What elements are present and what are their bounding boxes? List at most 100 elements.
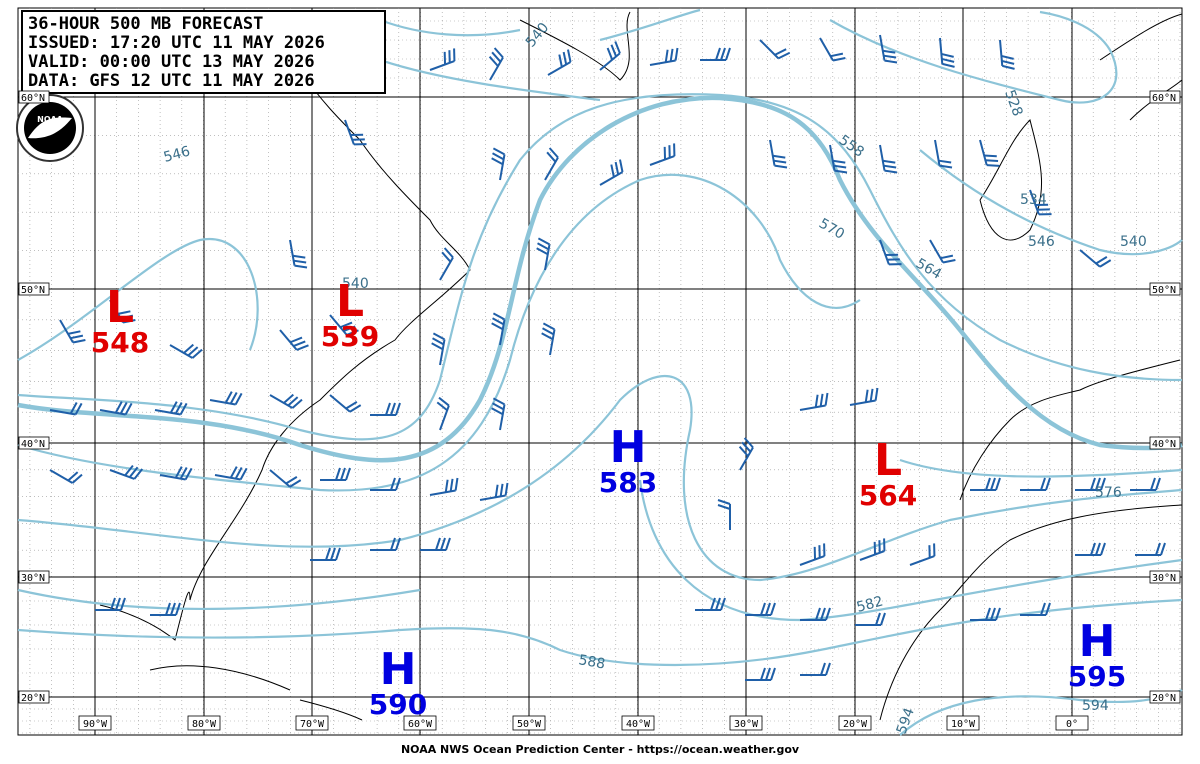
barb-flag [820, 662, 826, 676]
wind-barb [829, 144, 848, 174]
lon-label: 0° [1066, 719, 1078, 730]
barb-flag [536, 247, 549, 256]
barb-flag [71, 473, 83, 484]
barb-flag [443, 247, 454, 259]
center-type: H [1079, 616, 1116, 667]
contour-label: 546 [1028, 234, 1055, 250]
barb-flag [492, 147, 505, 156]
barb-flag [820, 607, 826, 621]
barb-flag [492, 152, 505, 161]
barb-flag [70, 334, 84, 340]
barb-flag [887, 258, 900, 261]
barb-flag [390, 537, 396, 551]
barb-flag [1090, 477, 1096, 491]
barb-flag [824, 392, 829, 406]
barb-flag [562, 51, 568, 65]
lon-label-box [512, 715, 546, 731]
barb-flag [184, 467, 193, 480]
lat-label: 60°N [1152, 93, 1176, 104]
wind-barb [1020, 602, 1051, 616]
barb-flag [773, 159, 787, 164]
barb-flag [67, 471, 79, 482]
barb-flag [743, 437, 754, 449]
barb-flag [546, 151, 557, 163]
wind-barb [1075, 477, 1106, 491]
barb-flag [1001, 59, 1015, 65]
barb-flag [335, 547, 341, 561]
wind-barb [800, 662, 831, 676]
barb-flag [813, 546, 817, 560]
barb-flag [69, 402, 78, 415]
wind-barb [269, 469, 302, 488]
contour-label: 540 [342, 276, 369, 292]
barb-flag [343, 325, 356, 333]
barb-flag [942, 259, 956, 264]
barb-flag [67, 330, 81, 335]
barb-flag [885, 253, 899, 257]
barb-flag [74, 402, 83, 415]
barb-flag [283, 393, 294, 404]
barb-flag [1090, 542, 1096, 556]
barb-flag [170, 602, 176, 616]
wind-barb [649, 47, 679, 66]
lon-label-box [621, 715, 655, 731]
contour-label: 588 [577, 652, 606, 672]
barb-flag [499, 483, 504, 497]
barb-flag [390, 402, 396, 416]
lon-label-box [729, 715, 763, 731]
barb-flag [443, 51, 447, 65]
wind-barb [150, 602, 181, 616]
barb-flag [710, 597, 716, 611]
barb-flag [1155, 477, 1161, 491]
barb-flag [234, 392, 243, 405]
barb-flag [834, 169, 848, 174]
wind-barb [269, 393, 303, 409]
wind-barb [700, 47, 731, 61]
barb-flag [340, 467, 346, 481]
wind-barb [289, 239, 308, 269]
barb-flag [606, 47, 614, 61]
wind-barb [599, 159, 624, 186]
barb-flag [353, 143, 367, 146]
wind-barb [934, 139, 953, 169]
center-value: 564 [859, 479, 917, 512]
barb-flag [133, 468, 144, 480]
barb-flag [725, 47, 731, 61]
lat-label: 50°N [1152, 285, 1176, 296]
wind-barb [491, 397, 506, 431]
barb-flag [431, 342, 444, 351]
lon-label-box [1055, 715, 1089, 731]
lat-label-box [1149, 436, 1181, 450]
barb-flag [491, 407, 504, 416]
barb-flag [537, 242, 550, 251]
wind-barb [599, 41, 621, 71]
barb-flag [985, 477, 991, 491]
barb-flag [610, 164, 615, 178]
barb-flag [882, 159, 896, 164]
barb-flag [770, 602, 776, 616]
barb-flag [339, 321, 353, 329]
barb-flag [187, 346, 199, 357]
barb-flag [772, 154, 786, 159]
lat-label-box [1149, 90, 1181, 104]
labels: 60°N 60°N 50°N 50°N 40°N 40°N 30°N 30°N 20°N 20°N… [18, 20, 1181, 736]
wind-barb [169, 343, 203, 359]
center-type: L [874, 435, 902, 486]
wind-barb [879, 34, 898, 64]
contour-label: 540 [1120, 234, 1147, 250]
barb-flag [825, 607, 831, 621]
barb-flag [990, 477, 996, 491]
wind-barb [320, 467, 351, 481]
wind-barb [819, 37, 846, 62]
wind-barb [429, 48, 456, 71]
barb-flag [878, 540, 881, 553]
lon-label: 60°W [408, 719, 433, 730]
barb-flag [1155, 542, 1161, 556]
barb-flag [874, 387, 879, 401]
wind-barb [799, 392, 829, 411]
barb-flag [548, 147, 559, 159]
wind-barb [1135, 542, 1166, 556]
barb-flag [117, 310, 131, 315]
center-value: 583 [599, 466, 657, 499]
barb-flag [938, 159, 952, 164]
